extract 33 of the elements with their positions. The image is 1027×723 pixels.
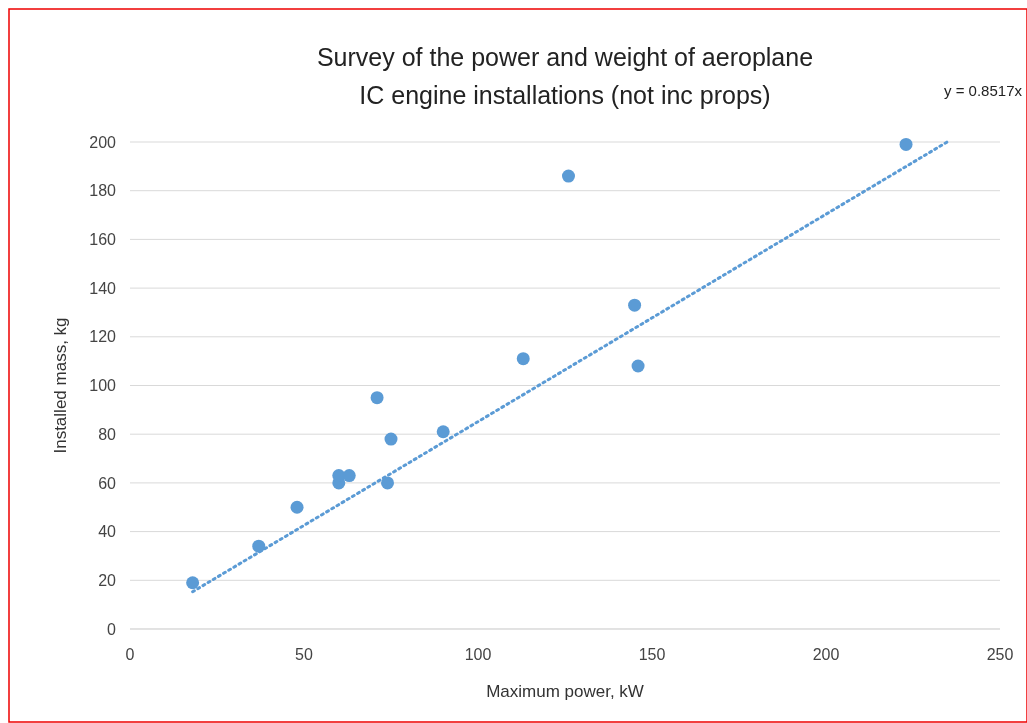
point — [381, 476, 395, 490]
y-tick-label: 180 — [89, 182, 117, 200]
point — [516, 352, 530, 366]
chart-title: Survey of the power and weight of aeroplane IC engine installations (not inc props) — [316, 43, 814, 109]
point — [899, 137, 913, 151]
y-tick-label: 120 — [89, 328, 117, 346]
point — [342, 469, 356, 483]
y-axis-title: Installed mass, kg — [51, 317, 70, 454]
y-tick-label: 60 — [98, 474, 117, 492]
point — [561, 169, 575, 183]
point — [384, 432, 398, 446]
x-tick-label: 100 — [464, 646, 492, 663]
x-axis-title: Maximum power, kW — [486, 682, 644, 701]
point — [290, 500, 304, 514]
x-tick-label: 0 — [125, 646, 135, 663]
point — [186, 576, 200, 590]
x-tick-label: 200 — [812, 646, 840, 663]
y-tick-label: 20 — [98, 571, 117, 589]
point — [631, 359, 645, 373]
y-tick-label: 140 — [89, 279, 117, 297]
x-tick-label: 50 — [295, 646, 313, 663]
point — [436, 425, 450, 439]
text: y = 0.8517x — [944, 82, 1023, 99]
y-tick-label: 100 — [89, 377, 117, 395]
point — [628, 298, 642, 312]
y-tick-label: 80 — [98, 425, 117, 443]
point — [370, 391, 384, 405]
x-tick-label: 250 — [986, 646, 1014, 663]
y-tick-label: 160 — [89, 231, 117, 248]
y-tick-label: 200 — [89, 133, 117, 151]
y-tick-label: 0 — [107, 620, 117, 638]
x-tick-label: 150 — [638, 646, 666, 663]
y-tick-label: 40 — [98, 523, 117, 541]
